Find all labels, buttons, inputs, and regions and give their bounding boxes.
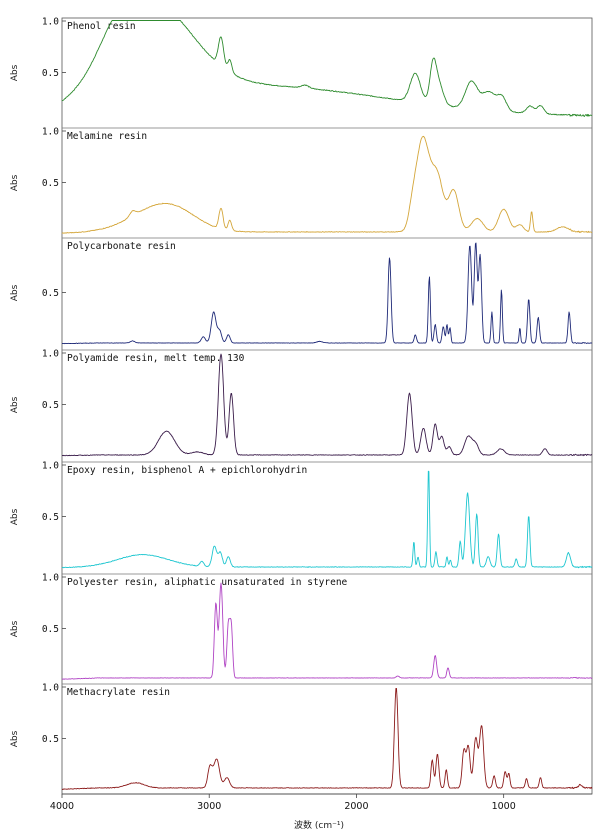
panel-2-title: Melamine resin xyxy=(67,131,147,142)
panel-2-spectrum-line xyxy=(61,135,593,234)
panel-1-title: Phenol resin xyxy=(67,21,136,32)
panel-7-title: Methacrylate resin xyxy=(67,687,170,698)
panel-1-ytick-label-1: 1.0 xyxy=(42,17,59,28)
x-tick-label-4: 1000 xyxy=(492,801,516,812)
panel-6-title: Polyester resin, aliphatic unsaturated i… xyxy=(67,577,348,588)
panel-5-ytick-label-2: 0.5 xyxy=(42,512,59,523)
panel-5-spectrum-line xyxy=(61,470,593,569)
panel-5-ytick-label-1: 1.0 xyxy=(42,461,59,472)
panel-2-ytick-label-2: 0.5 xyxy=(42,178,59,189)
x-tick-label-1: 4000 xyxy=(50,801,74,812)
panel-6-ytick-label-1: 1.0 xyxy=(42,573,59,584)
panel-6-ytick-label-2: 0.5 xyxy=(42,624,59,635)
panel-2-ytick-label-1: 1.0 xyxy=(42,127,59,138)
panel-6-spectrum-line xyxy=(61,582,593,680)
panel-3-y-axis-label: Abs xyxy=(10,284,20,301)
panel-4-y-axis-label: Abs xyxy=(10,396,20,413)
panel-1-ytick-label-2: 0.5 xyxy=(42,68,59,79)
panel-4-ytick-label-2: 0.5 xyxy=(42,400,59,411)
panel-4-title: Polyamide resin, melt temp. 130 xyxy=(67,353,245,364)
x-axis-label: 波数 (cm⁻¹) xyxy=(294,819,344,831)
panel-7-ytick-label-2: 0.5 xyxy=(42,734,59,745)
x-tick-label-3: 2000 xyxy=(344,801,368,812)
panel-7-ytick-label-1: 1.0 xyxy=(42,683,59,694)
panel-3-ytick-label-1: 0.5 xyxy=(42,288,59,299)
panel-1-y-axis-label: Abs xyxy=(10,64,20,81)
panel-5-y-axis-label: Abs xyxy=(10,508,20,525)
panel-4-spectrum-line xyxy=(62,353,593,457)
panel-2-y-axis-label: Abs xyxy=(10,174,20,191)
panel-3-spectrum-line xyxy=(61,242,593,345)
panel-4-ytick-label-1: 1.0 xyxy=(42,349,59,360)
panel-1-spectrum-line xyxy=(61,20,593,117)
panel-5-title: Epoxy resin, bisphenol A + epichlorohydr… xyxy=(67,465,307,476)
panel-6-y-axis-label: Abs xyxy=(10,620,20,637)
panel-7-spectrum-line xyxy=(61,687,593,790)
x-tick-label-2: 3000 xyxy=(197,801,221,812)
panel-3-title: Polycarbonate resin xyxy=(67,241,176,252)
panel-7-y-axis-label: Abs xyxy=(10,730,20,747)
